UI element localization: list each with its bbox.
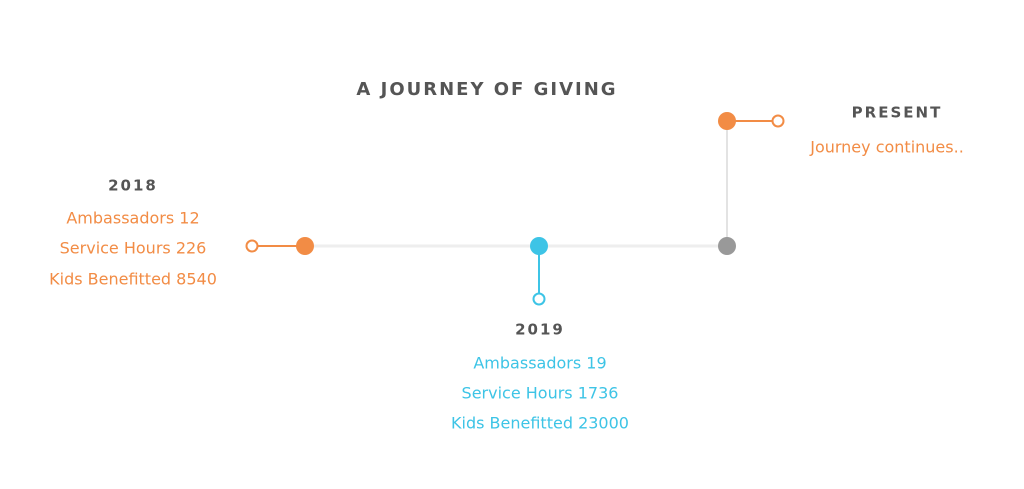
stat: Ambassadors 19 — [473, 354, 606, 373]
open-dot — [532, 292, 546, 306]
stat: Journey continues.. — [809, 138, 964, 157]
stat: Ambassadors 12 — [66, 209, 199, 228]
stat: Kids Benefitted 23000 — [451, 414, 629, 433]
year: PRESENT — [852, 104, 943, 122]
stat: Service Hours 226 — [60, 239, 207, 258]
year: 2019 — [515, 321, 565, 339]
milestone-dot — [718, 112, 736, 130]
stat: Service Hours 1736 — [462, 384, 619, 403]
year: 2018 — [108, 177, 158, 195]
title: A JOURNEY OF GIVING — [356, 79, 617, 100]
open-dot — [245, 239, 259, 253]
open-dot — [771, 114, 785, 128]
milestone-dot — [718, 237, 736, 255]
stat: Kids Benefitted 8540 — [49, 270, 217, 289]
milestone-dot — [530, 237, 548, 255]
milestone-dot — [296, 237, 314, 255]
